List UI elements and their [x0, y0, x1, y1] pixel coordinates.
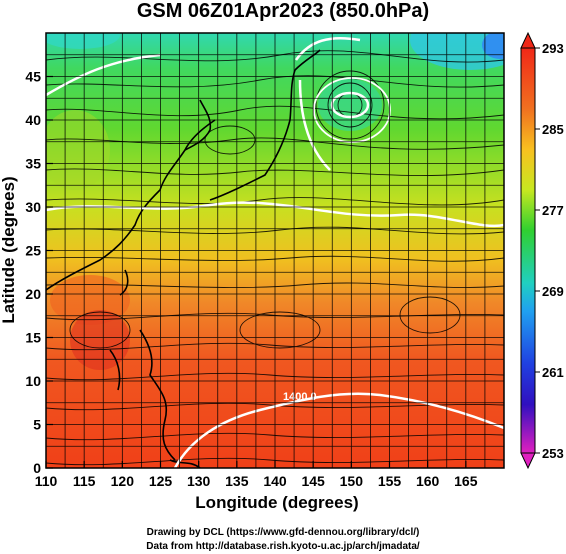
- contour-label: 1400.0: [283, 391, 317, 403]
- colorbar-label: 269: [542, 284, 564, 299]
- x-tick-label: 130: [187, 473, 211, 489]
- x-tick-label: 160: [416, 473, 440, 489]
- x-tick-label: 115: [73, 473, 96, 489]
- x-tick-label: 110: [35, 473, 58, 489]
- map-title: GSM 06Z01Apr2023 (850.0hPa): [136, 0, 430, 22]
- x-tick-label: 150: [340, 473, 364, 489]
- colorbar-label: 277: [542, 203, 564, 218]
- y-tick-label: 5: [33, 417, 41, 433]
- x-tick-label: 125: [149, 473, 173, 489]
- colorbar-label: 285: [542, 122, 564, 137]
- y-tick-label: 25: [25, 243, 41, 259]
- colorbar-bottom-arrow: [520, 452, 536, 470]
- y-axis-ticks: 0 5 10 15 20 25 30 35 40 45: [25, 69, 53, 476]
- temperature-field: 1400.0: [46, 33, 504, 468]
- colorbar: 293 285 277 269 261 253: [520, 31, 564, 470]
- y-tick-label: 15: [25, 330, 41, 346]
- y-axis-label: Latitude (degrees): [0, 176, 18, 323]
- coastlines: [46, 49, 321, 468]
- x-tick-label: 145: [301, 473, 325, 489]
- x-tick-label: 120: [111, 473, 135, 489]
- colorbar-label: 293: [542, 41, 564, 56]
- x-axis-label: Longitude (degrees): [195, 493, 358, 512]
- x-tick-label: 165: [454, 473, 478, 489]
- colorbar-scale: [520, 47, 536, 454]
- x-tick-label: 135: [225, 473, 249, 489]
- y-tick-label: 35: [25, 156, 41, 172]
- y-tick-label: 40: [25, 112, 41, 128]
- y-tick-label: 0: [33, 460, 41, 476]
- lat-lon-grid: [46, 33, 504, 468]
- y-tick-label: 45: [25, 69, 41, 85]
- y-tick-label: 20: [25, 286, 41, 302]
- colorbar-label: 253: [542, 446, 564, 461]
- y-tick-label: 30: [25, 199, 41, 215]
- credit-line-1: Drawing by DCL (https://www.gfd-dennou.o…: [146, 527, 420, 538]
- credit-line-2: Data from http://database.rish.kyoto-u.a…: [146, 541, 420, 552]
- colorbar-label: 261: [542, 365, 564, 380]
- x-tick-label: 155: [378, 473, 402, 489]
- x-axis-ticks: 110 115 120 125 130 135 140 145 150 155 160 165: [35, 461, 478, 489]
- x-tick-label: 140: [263, 473, 287, 489]
- colorbar-top-arrow: [520, 31, 536, 49]
- y-tick-label: 10: [25, 373, 41, 389]
